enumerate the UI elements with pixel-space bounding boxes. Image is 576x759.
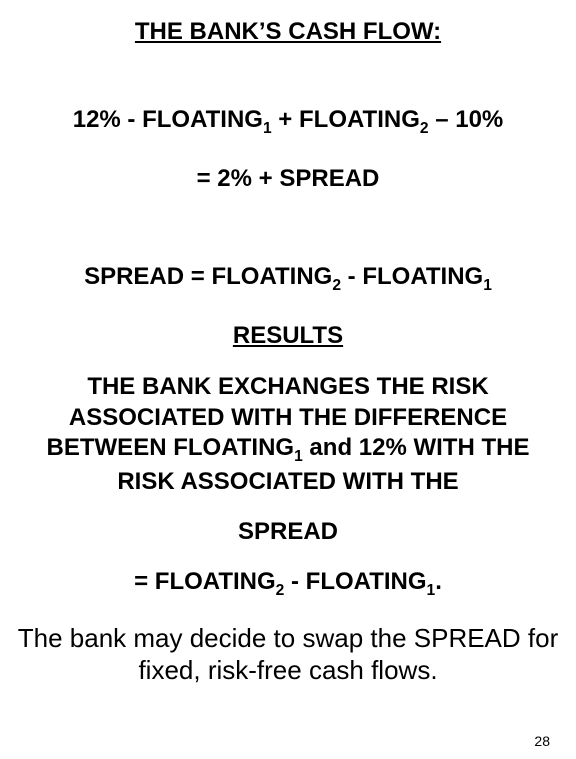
equation-2: = 2% + SPREAD	[10, 165, 566, 194]
eq3-part-b: - FLOATING	[341, 263, 483, 290]
equation-3: SPREAD = FLOATING2 - FLOATING1	[10, 263, 566, 296]
eq1-part-a: 12% - FLOATING	[73, 106, 263, 133]
para-sub-1: 1	[294, 448, 303, 465]
eq3-sub-1: 2	[332, 277, 341, 294]
results-paragraph: THE BANK EXCHANGES THE RISK ASSOCIATED W…	[10, 372, 566, 498]
eq4-part-c: .	[435, 568, 442, 595]
spread-line: SPREAD	[10, 518, 566, 546]
eq4-part-b: - FLOATING	[284, 568, 426, 595]
page-number: 28	[534, 733, 550, 749]
eq1-sub-2: 2	[420, 120, 429, 137]
page-title: THE BANK’S CASH FLOW:	[10, 18, 566, 46]
eq4-part-a: = FLOATING	[134, 568, 276, 595]
document-page: THE BANK’S CASH FLOW: 12% - FLOATING1 + …	[0, 0, 576, 759]
equation-4: = FLOATING2 - FLOATING1.	[10, 568, 566, 600]
eq4-sub-2: 1	[427, 582, 436, 599]
eq3-sub-2: 1	[483, 277, 492, 294]
equation-1: 12% - FLOATING1 + FLOATING2 – 10%	[10, 106, 566, 139]
eq1-part-b: + FLOATING	[272, 106, 420, 133]
eq1-part-c: – 10%	[429, 106, 504, 133]
eq3-part-a: SPREAD = FLOATING	[84, 263, 332, 290]
eq1-sub-1: 1	[263, 120, 272, 137]
results-heading: RESULTS	[10, 322, 566, 350]
closing-paragraph: The bank may decide to swap the SPREAD f…	[10, 622, 566, 687]
